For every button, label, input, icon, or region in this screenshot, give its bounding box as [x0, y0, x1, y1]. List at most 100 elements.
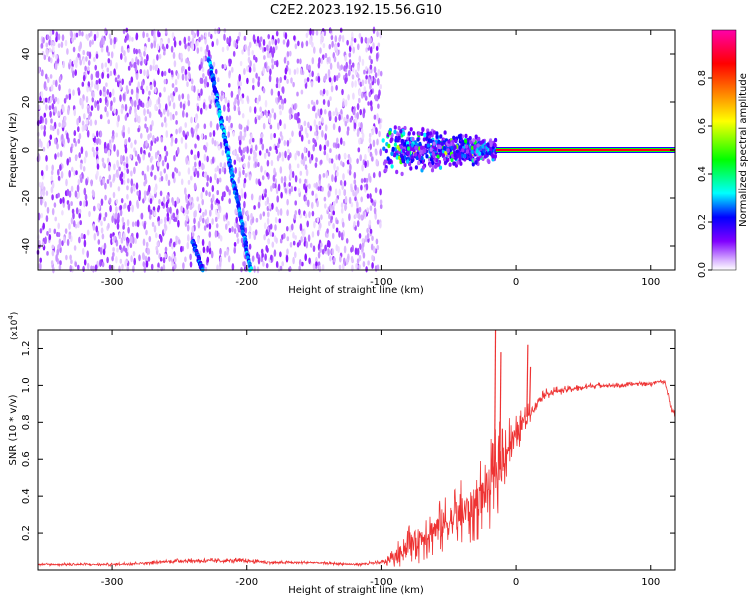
noise-cell: [341, 184, 345, 191]
cluster-cell: [493, 142, 497, 148]
snr-y-multiplier: (x104): [7, 312, 20, 340]
noise-cell: [313, 220, 316, 229]
noise-cell: [82, 166, 86, 172]
cluster-cell: [406, 159, 410, 164]
noise-cell: [81, 120, 85, 127]
noise-cell: [113, 96, 116, 103]
noise-cell: [281, 103, 284, 111]
noise-cell: [151, 120, 154, 127]
noise-cell: [279, 251, 282, 258]
noise-cell: [364, 153, 367, 161]
noise-cell: [130, 178, 134, 187]
noise-cell: [214, 68, 218, 75]
noise-cell: [196, 170, 200, 179]
noise-cell: [268, 52, 272, 59]
noise-cell: [77, 221, 80, 229]
noise-cell: [193, 210, 196, 219]
noise-cell: [248, 243, 252, 250]
noise-cell: [246, 77, 249, 85]
cluster-cell: [448, 162, 452, 167]
cluster-cell: [450, 145, 454, 151]
noise-cell: [215, 223, 219, 229]
noise-cell: [132, 185, 136, 192]
noise-cell: [120, 237, 124, 244]
noise-cell: [243, 131, 247, 138]
noise-cell: [313, 139, 317, 145]
noise-cell: [333, 162, 336, 171]
noise-cell: [203, 123, 207, 130]
noise-cell: [209, 132, 212, 138]
noise-cell: [311, 210, 315, 217]
noise-cell: [95, 146, 99, 152]
cluster-cell: [430, 168, 435, 173]
noise-cell: [248, 173, 252, 181]
noise-cell: [81, 247, 85, 255]
noise-cell: [115, 255, 118, 264]
noise-cell: [311, 29, 315, 36]
noise-cell: [69, 58, 72, 65]
noise-cell: [305, 168, 309, 177]
noise-cell: [187, 99, 191, 107]
noise-cell: [352, 108, 356, 116]
noise-cell: [68, 156, 72, 163]
noise-cell: [51, 29, 55, 35]
noise-cell: [312, 263, 316, 270]
noise-cell: [178, 40, 182, 46]
noise-cell: [91, 189, 95, 196]
noise-cell: [128, 200, 132, 207]
noise-cell: [367, 260, 370, 266]
noise-cell: [86, 85, 89, 93]
noise-cell: [338, 188, 342, 197]
noise-cell: [260, 165, 263, 173]
noise-cell: [289, 241, 293, 248]
noise-cell: [96, 138, 99, 145]
noise-cell: [113, 235, 116, 242]
noise-cell: [95, 225, 98, 233]
noise-cell: [79, 162, 83, 170]
noise-cell: [225, 223, 228, 230]
cluster-cell: [476, 143, 480, 148]
noise-cell: [286, 209, 289, 217]
noise-cell: [287, 154, 290, 161]
noise-cell: [358, 206, 362, 213]
noise-cell: [185, 58, 188, 64]
noise-cell: [171, 171, 175, 179]
noise-cell: [258, 150, 262, 156]
noise-cell: [150, 171, 153, 177]
noise-cell: [76, 118, 79, 126]
noise-cell: [84, 65, 87, 72]
noise-cell: [279, 110, 282, 116]
noise-cell: [369, 100, 373, 107]
cluster-cell: [387, 143, 391, 149]
noise-cell: [196, 122, 200, 129]
cluster-cell: [393, 125, 397, 130]
noise-cell: [289, 107, 293, 115]
noise-cell: [317, 251, 321, 259]
noise-cell: [302, 159, 306, 167]
noise-cell: [127, 126, 131, 135]
noise-cell: [358, 55, 362, 63]
noise-cell: [296, 115, 299, 121]
noise-cell: [286, 39, 290, 47]
noise-cell: [243, 163, 246, 168]
noise-cell: [141, 102, 145, 108]
noise-cell: [140, 132, 143, 139]
noise-cell: [40, 169, 44, 177]
noise-cell: [46, 206, 50, 214]
noise-cell: [194, 167, 198, 175]
noise-cell: [148, 90, 151, 96]
noise-cell: [306, 63, 309, 71]
noise-cell: [106, 45, 109, 53]
noise-cell: [127, 237, 130, 244]
snr-spike: [528, 366, 532, 414]
noise-cell: [210, 202, 214, 211]
noise-cell: [55, 79, 58, 88]
noise-cell: [329, 148, 332, 154]
noise-cell: [55, 254, 58, 262]
noise-cell: [320, 37, 324, 42]
cluster-cell: [403, 162, 407, 167]
noise-cell: [288, 137, 292, 144]
noise-cell: [119, 209, 123, 217]
noise-cell: [140, 146, 143, 155]
noise-cell: [43, 112, 47, 118]
